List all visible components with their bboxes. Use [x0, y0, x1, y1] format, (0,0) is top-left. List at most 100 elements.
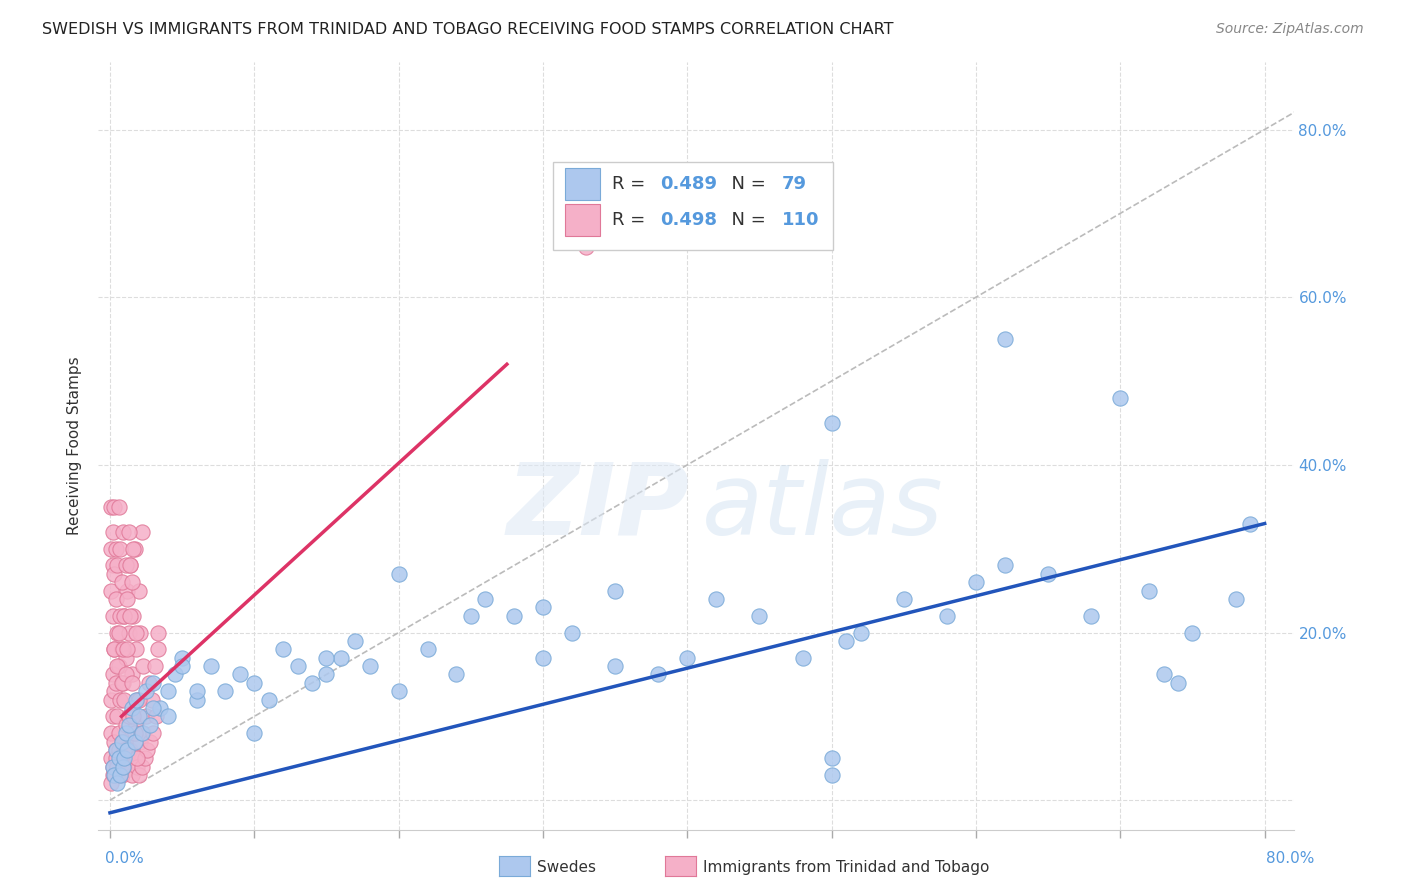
Point: [388, 566, 411, 581]
Point: [115, 718, 138, 732]
Point: [145, 709, 167, 723]
Point: [112, 760, 135, 774]
Point: [115, 650, 138, 665]
Point: [111, 524, 134, 539]
Point: [107, 751, 129, 765]
Point: [117, 583, 139, 598]
Point: [129, 625, 152, 640]
Point: [117, 743, 139, 757]
Point: [1137, 583, 1160, 598]
Point: [344, 634, 367, 648]
Point: [146, 642, 169, 657]
Point: [124, 726, 146, 740]
Point: [120, 743, 142, 757]
Point: [122, 709, 145, 723]
Point: [125, 718, 148, 732]
Point: [101, 608, 124, 623]
Point: [893, 592, 915, 607]
Point: [186, 692, 208, 706]
Point: [128, 768, 150, 782]
Point: [118, 709, 141, 723]
Text: 79: 79: [782, 175, 807, 193]
Point: [792, 650, 814, 665]
Point: [1181, 625, 1204, 640]
Point: [149, 701, 172, 715]
Point: [1109, 391, 1132, 405]
Point: [110, 734, 132, 748]
Point: [108, 768, 131, 782]
Point: [111, 676, 134, 690]
Point: [315, 667, 337, 681]
Point: [315, 650, 337, 665]
Text: Immigrants from Trinidad and Tobago: Immigrants from Trinidad and Tobago: [703, 860, 990, 874]
FancyBboxPatch shape: [553, 162, 834, 251]
Point: [111, 760, 134, 774]
Point: [136, 743, 159, 757]
Point: [104, 541, 127, 556]
Point: [142, 676, 165, 690]
Point: [117, 642, 139, 657]
Point: [849, 625, 872, 640]
Point: [107, 659, 129, 673]
Point: [287, 659, 309, 673]
Point: [121, 768, 143, 782]
Point: [100, 583, 122, 598]
Point: [503, 608, 526, 623]
Point: [100, 541, 122, 556]
Point: [104, 743, 127, 757]
Point: [104, 751, 127, 765]
Point: [112, 608, 135, 623]
Point: [141, 692, 163, 706]
Text: SWEDISH VS IMMIGRANTS FROM TRINIDAD AND TOBAGO RECEIVING FOOD STAMPS CORRELATION: SWEDISH VS IMMIGRANTS FROM TRINIDAD AND …: [42, 22, 894, 37]
Point: [100, 776, 122, 790]
Point: [107, 726, 129, 740]
Point: [125, 642, 148, 657]
Point: [301, 676, 323, 690]
Point: [575, 240, 598, 254]
Text: N =: N =: [720, 211, 772, 228]
Point: [104, 743, 127, 757]
Point: [704, 592, 727, 607]
Point: [127, 692, 149, 706]
Text: 0.489: 0.489: [661, 175, 717, 193]
Text: N =: N =: [720, 175, 772, 193]
Point: [105, 776, 128, 790]
Point: [112, 608, 135, 623]
Point: [474, 592, 496, 607]
Bar: [565, 168, 600, 200]
Point: [121, 575, 143, 590]
Point: [103, 642, 125, 657]
Point: [122, 726, 145, 740]
Text: atlas: atlas: [702, 458, 943, 556]
Point: [115, 667, 138, 681]
Point: [131, 726, 153, 740]
Point: [115, 558, 138, 573]
Point: [156, 709, 179, 723]
Point: [416, 642, 439, 657]
Point: [131, 524, 153, 539]
Point: [120, 608, 142, 623]
Point: [101, 524, 124, 539]
Point: [748, 608, 770, 623]
Point: [101, 667, 124, 681]
Point: [124, 541, 146, 556]
Point: [271, 642, 294, 657]
Point: [1036, 566, 1059, 581]
Point: [128, 583, 150, 598]
Point: [139, 734, 162, 748]
Point: [329, 650, 352, 665]
Point: [965, 575, 987, 590]
Point: [124, 734, 146, 748]
Point: [105, 659, 128, 673]
Point: [100, 500, 122, 514]
Point: [111, 760, 134, 774]
Point: [110, 642, 132, 657]
Point: [1225, 592, 1247, 607]
Point: [108, 608, 131, 623]
Point: [131, 760, 153, 774]
Point: [118, 718, 141, 732]
Point: [121, 667, 143, 681]
Point: [103, 684, 125, 698]
Point: [994, 558, 1017, 573]
Point: [112, 692, 135, 706]
